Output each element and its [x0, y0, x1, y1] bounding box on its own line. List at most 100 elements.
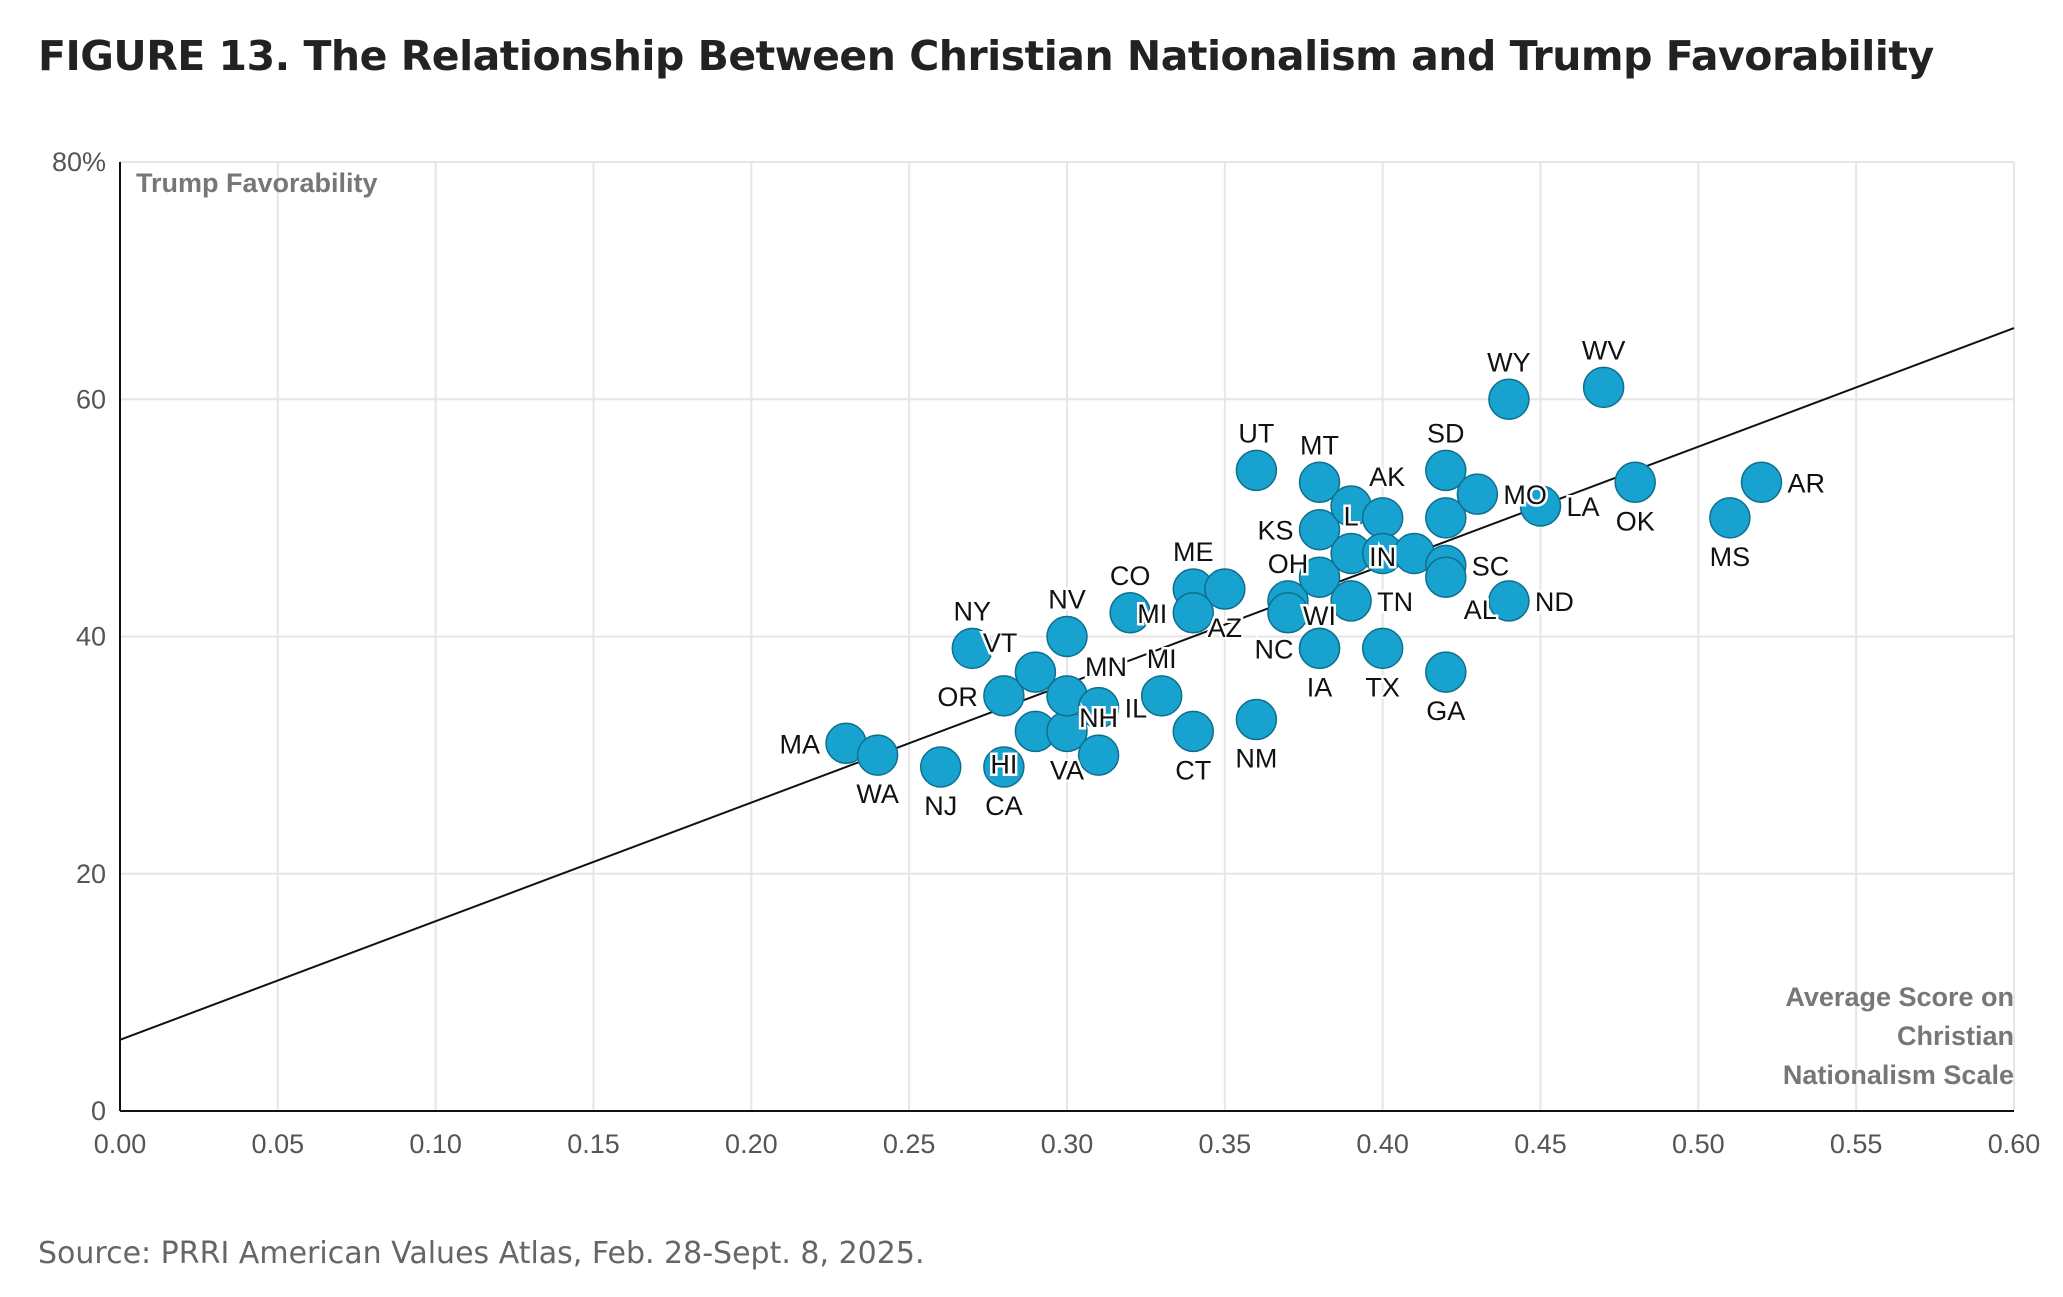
point-label: MI	[1147, 644, 1177, 674]
point-label: OR	[937, 682, 978, 712]
y-tick-label: 20	[76, 859, 106, 889]
data-point	[1235, 698, 1278, 741]
data-point	[1488, 580, 1530, 622]
point-label: OH	[1268, 549, 1309, 579]
x-tick-label: 0.25	[883, 1129, 936, 1159]
point-label: NM	[1235, 744, 1277, 774]
point-label: MS	[1710, 542, 1751, 572]
point-label: WA	[856, 779, 899, 809]
point-label: VT	[983, 628, 1018, 658]
point-label: MT	[1300, 430, 1339, 460]
data-point	[1519, 485, 1562, 527]
point-label: GA	[1426, 696, 1465, 726]
point-label: NH	[1079, 703, 1118, 733]
point-label: UT	[1238, 418, 1274, 448]
point-label: ND	[1535, 587, 1574, 617]
x-tick-label: 0.05	[252, 1129, 305, 1159]
data-point	[983, 675, 1025, 717]
y-tick-label: 60	[76, 384, 106, 414]
data-point	[1425, 556, 1467, 598]
data-point	[1425, 497, 1467, 539]
point-label: HI	[990, 749, 1017, 779]
data-point	[1330, 580, 1372, 622]
x-tick-label: 0.30	[1041, 1129, 1094, 1159]
source-note: Source: PRRI American Values Atlas, Feb.…	[38, 1236, 925, 1271]
point-label: MO	[1503, 480, 1547, 510]
point-label: VA	[1050, 755, 1084, 785]
point-label: CT	[1175, 755, 1211, 785]
point-label: WI	[1303, 601, 1336, 631]
data-point	[1488, 378, 1530, 420]
data-point	[919, 746, 962, 788]
data-point	[1298, 627, 1341, 670]
data-point	[983, 746, 1025, 788]
x-axis-title-line: Christian	[1897, 1021, 2014, 1051]
data-point	[951, 627, 994, 670]
point-label: MI	[1137, 599, 1167, 629]
figure-title: FIGURE 13. The Relationship Between Chri…	[38, 32, 1934, 80]
data-point	[1046, 615, 1088, 658]
data-point	[1582, 366, 1625, 409]
x-tick-label: 0.60	[1988, 1129, 2041, 1159]
point-label: SC	[1472, 551, 1510, 581]
data-point	[1361, 497, 1404, 539]
x-tick-label: 0.15	[567, 1129, 620, 1159]
data-point	[1172, 592, 1215, 634]
data-point	[1140, 675, 1183, 717]
point-label: NC	[1255, 634, 1294, 664]
data-point	[1456, 473, 1499, 515]
data-point	[1614, 461, 1656, 504]
point-label: TN	[1377, 587, 1413, 617]
data-point	[856, 734, 899, 776]
data-point	[1235, 449, 1278, 492]
point-label: L	[1344, 501, 1359, 531]
x-tick-label: 0.20	[725, 1129, 778, 1159]
data-point	[1298, 508, 1341, 551]
data-point	[1425, 449, 1467, 492]
x-tick-label: 0.10	[409, 1129, 462, 1159]
data-point	[1267, 592, 1309, 634]
point-label: AK	[1369, 462, 1405, 492]
data-point	[1740, 461, 1783, 504]
point-label: MA	[780, 729, 821, 759]
point-label: AR	[1787, 468, 1825, 498]
x-tick-label: 0.00	[94, 1129, 147, 1159]
x-axis-title-line: Nationalism Scale	[1783, 1060, 2014, 1090]
y-tick-label: 40	[76, 622, 106, 652]
data-point	[1077, 734, 1120, 776]
point-label: AL	[1464, 595, 1497, 625]
y-tick-label: 0	[91, 1096, 106, 1126]
x-tick-label: 0.45	[1514, 1129, 1567, 1159]
x-tick-label: 0.50	[1672, 1129, 1725, 1159]
data-point	[1109, 592, 1151, 634]
point-label: NJ	[924, 791, 957, 821]
data-point	[1014, 651, 1057, 693]
point-label: KS	[1258, 516, 1294, 546]
point-label: WY	[1487, 347, 1531, 377]
point-label: MN	[1085, 652, 1127, 682]
x-tick-label: 0.55	[1830, 1129, 1883, 1159]
point-label: NY	[954, 596, 992, 626]
point-label: AZ	[1208, 613, 1243, 643]
point-label: CO	[1110, 561, 1151, 591]
point-label: IN	[1369, 542, 1396, 572]
data-point	[1204, 568, 1246, 610]
point-label: OK	[1616, 506, 1655, 536]
data-point	[1709, 497, 1751, 539]
x-axis-title-line: Average Score on	[1785, 982, 2014, 1012]
data-point	[1425, 651, 1467, 693]
point-label: IA	[1307, 672, 1333, 702]
point-label: SD	[1427, 418, 1465, 448]
point-label: CA	[985, 791, 1023, 821]
point-label: ME	[1173, 537, 1214, 567]
y-axis-title: Trump Favorability	[136, 168, 378, 198]
data-point	[1077, 686, 1120, 729]
data-point	[1298, 461, 1341, 504]
data-point	[1172, 710, 1215, 753]
data-point	[1361, 627, 1404, 670]
y-tick-label: 80%	[52, 147, 106, 177]
point-label: NV	[1048, 585, 1086, 615]
point-label: WV	[1582, 335, 1626, 365]
x-tick-label: 0.35	[1199, 1129, 1252, 1159]
